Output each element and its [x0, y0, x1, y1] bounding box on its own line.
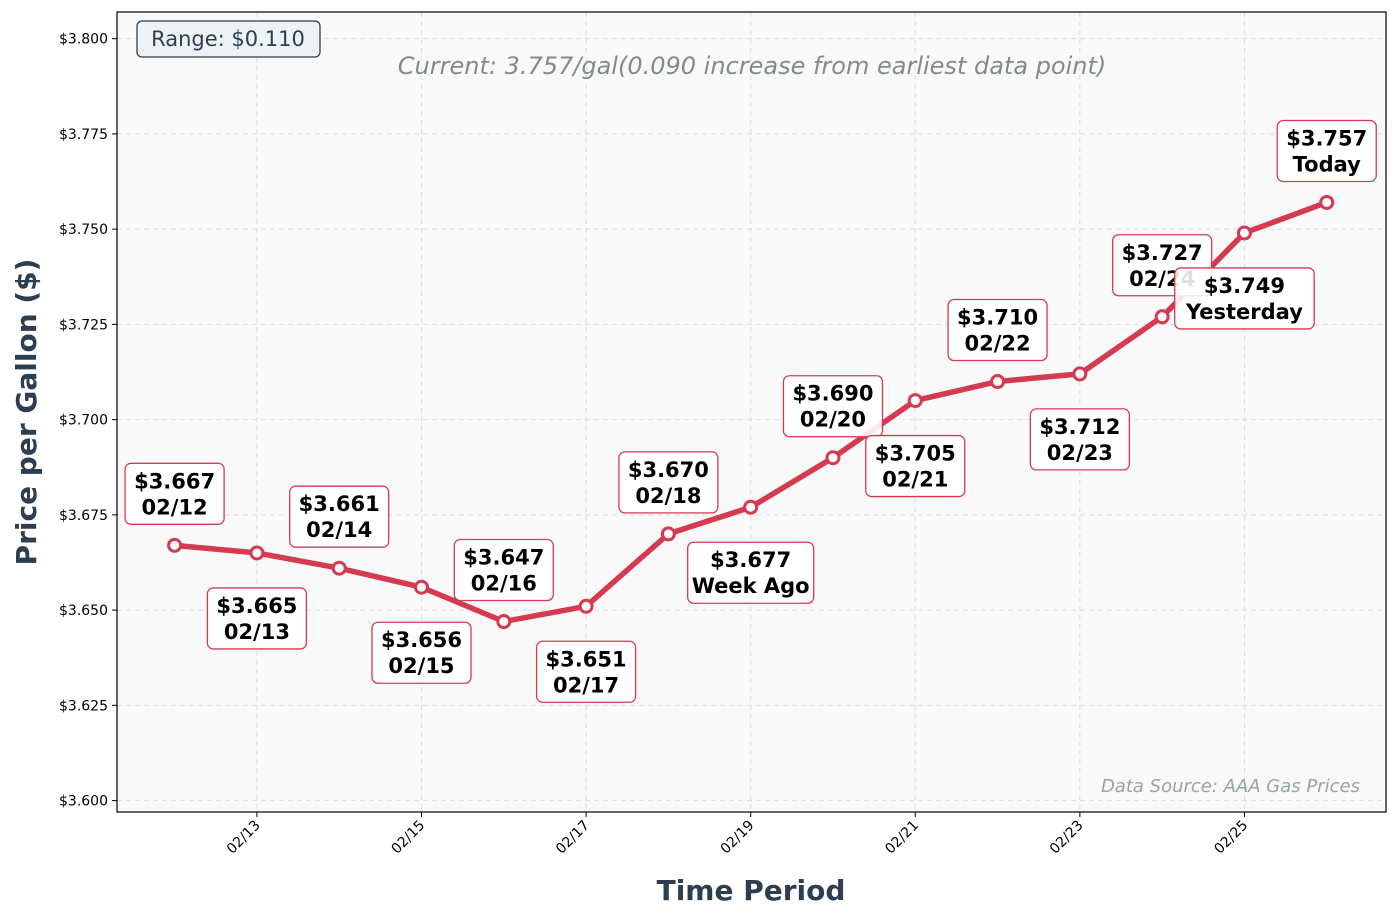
plot-frame — [116, 11, 1387, 813]
point-tag: 02/21 — [882, 468, 948, 492]
data-point — [990, 374, 1006, 390]
y-tick-label: $3.650 — [59, 603, 108, 619]
plot-area — [117, 12, 1386, 812]
point-tag: 02/23 — [1047, 441, 1113, 465]
x-tick-label: 02/13 — [224, 818, 264, 858]
data-point — [1072, 366, 1088, 382]
point-tag: 02/16 — [471, 572, 537, 596]
x-tick-label: 02/25 — [1211, 818, 1251, 858]
data-points — [167, 194, 1335, 630]
y-tick-label: $3.775 — [59, 127, 108, 143]
point-labels: $3.66702/12$3.66502/13$3.66102/14$3.6560… — [124, 119, 1377, 703]
point-tag: 02/20 — [800, 408, 866, 432]
x-axis: 02/13 02/15 02/17 02/19 02/21 02/23 02/25 — [224, 812, 1251, 857]
y-tick-label: $3.600 — [59, 794, 108, 810]
y-tick-label: $3.675 — [59, 508, 108, 524]
x-tick-label: 02/17 — [553, 818, 593, 858]
point-price: $3.705 — [875, 442, 956, 466]
point-price: $3.670 — [628, 458, 709, 482]
point-price: $3.661 — [299, 492, 380, 516]
data-point — [1154, 309, 1170, 325]
x-axis-label: Time Period — [657, 874, 846, 907]
data-point — [1236, 225, 1252, 241]
data-point — [331, 560, 347, 576]
x-tick-label: 02/23 — [1047, 818, 1087, 858]
point-tag: Yesterday — [1185, 300, 1303, 324]
data-point — [743, 499, 759, 515]
x-tick-label: 02/15 — [388, 818, 428, 858]
data-point — [1319, 194, 1335, 210]
point-tag: Today — [1293, 152, 1362, 176]
y-tick-label: $3.750 — [59, 222, 108, 238]
point-price: $3.710 — [957, 306, 1038, 330]
data-point — [578, 598, 594, 614]
x-tick-label: 02/19 — [718, 818, 758, 858]
data-point — [496, 614, 512, 630]
point-price: $3.651 — [546, 647, 627, 671]
y-axis: $3.600 $3.625 $3.650 $3.675 $3.700 $3.725 $3.7… — [59, 32, 117, 810]
point-tag: 02/12 — [142, 495, 208, 519]
point-price: $3.712 — [1039, 415, 1120, 439]
data-point — [825, 450, 841, 466]
data-point — [249, 545, 265, 561]
point-price: $3.667 — [134, 469, 215, 493]
point-price: $3.727 — [1122, 241, 1203, 265]
data-point — [413, 579, 429, 595]
range-box: Range: $0.110 — [136, 20, 321, 58]
source-note: Data Source: AAA Gas Prices — [1101, 776, 1360, 797]
point-tag: 02/13 — [224, 620, 290, 644]
point-tag: 02/15 — [388, 654, 454, 678]
y-tick-label: $3.725 — [59, 317, 108, 333]
point-tag: 02/22 — [965, 332, 1031, 356]
data-point — [167, 537, 183, 553]
point-price: $3.656 — [381, 628, 462, 652]
point-tag: 02/18 — [635, 484, 701, 508]
point-price: $3.647 — [463, 546, 544, 570]
point-tag: 02/17 — [553, 673, 619, 697]
point-tag: 02/14 — [306, 518, 372, 542]
point-price: $3.677 — [710, 548, 791, 572]
x-tick-label: 02/21 — [882, 818, 922, 858]
point-price: $3.757 — [1286, 126, 1367, 150]
point-price: $3.665 — [216, 594, 297, 618]
y-tick-label: $3.800 — [59, 32, 108, 48]
point-tag: Week Ago — [692, 574, 810, 598]
data-point — [660, 526, 676, 542]
point-price: $3.690 — [792, 382, 873, 406]
data-point — [907, 393, 923, 409]
chart-subtitle: Current: 3.757/gal(0.090 increase from e… — [398, 52, 1106, 80]
y-tick-label: $3.700 — [59, 413, 108, 429]
y-tick-label: $3.625 — [59, 698, 108, 714]
range-text: Range: $0.110 — [151, 27, 305, 51]
y-axis-label: Price per Gallon ($) — [10, 259, 43, 566]
point-price: $3.749 — [1204, 274, 1285, 298]
